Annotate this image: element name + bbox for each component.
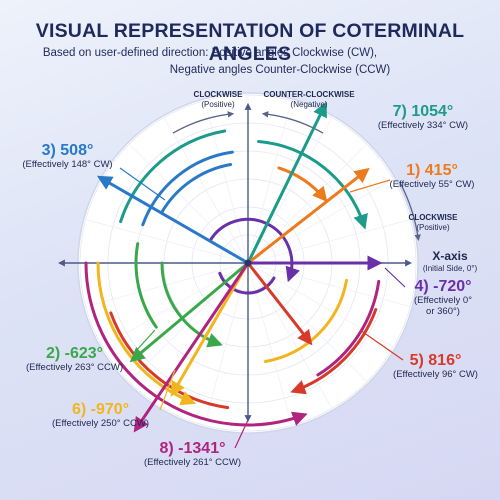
angle-2-label: 2) -623° (Effectively 263° CCW): [25, 345, 124, 374]
grid-spoke: [247, 115, 334, 264]
leader-angle-3: [119, 167, 166, 201]
rotation-arc-angle-2: [160, 261, 223, 348]
terminal-side-angle-3: [96, 175, 250, 265]
leader-angle-6: [159, 369, 176, 411]
angle-8-label: 8) -1341° (Effectively 261° CCW): [143, 440, 242, 469]
rotation-arc-angle-7: [257, 140, 368, 230]
rotation-arc-angle-6: [263, 278, 348, 363]
grid-spoke: [127, 142, 249, 264]
rotation-arc-angle-7: [119, 129, 227, 224]
rotation-arc-angle-3: [141, 150, 234, 227]
counter-clockwise-direction-arrow-top: [261, 111, 324, 134]
leader-angle-5: [359, 329, 404, 361]
rotation-arc-angle-2: [134, 242, 158, 329]
grid-spoke: [247, 262, 369, 384]
grid-spoke: [247, 177, 396, 264]
terminal-side-angle-7: [246, 101, 327, 265]
grid-spoke: [162, 115, 249, 264]
terminal-side-angle-8: [133, 261, 250, 433]
x-axis-label: X-axis (Initial Side, 0°): [422, 249, 478, 273]
grid-spoke: [203, 262, 249, 428]
terminal-side-angle-6: [170, 261, 250, 397]
rotation-arc-angle-8: [316, 279, 381, 377]
clockwise-direction-arrow-top: [172, 111, 235, 134]
rotation-arc-angle-5: [109, 311, 230, 410]
angle-3-label: 3) 508° (Effectively 148° CW): [22, 142, 113, 171]
leader-angle-2: [134, 329, 156, 353]
rotation-arc-angle-5: [290, 308, 378, 395]
grid-spoke: [247, 262, 396, 349]
leader-angle-1: [349, 179, 391, 193]
subtitle-line-2: Negative angles Counter-Clockwise (CCW): [169, 64, 391, 76]
leader-angle-8: [234, 419, 249, 449]
leader-angle-4: [384, 267, 406, 288]
clockwise-right-label: CLOCKWISE (Positive): [408, 213, 458, 232]
rotation-arc-angle-3: [159, 163, 233, 215]
angle-6-label: 6) -970° (Effectively 250° CCW): [51, 401, 150, 430]
angle-7-label: 7) 1054° (Effectively 334° CW): [377, 103, 469, 132]
terminal-side-angle-2: [129, 261, 250, 363]
grid-spoke: [247, 262, 293, 428]
grid-spoke: [247, 262, 413, 308]
grid-spoke: [247, 218, 413, 264]
grid-spoke: [203, 98, 249, 264]
angle-4-label: 4) -720° (Effectively 0° or 360°): [413, 278, 472, 318]
rotation-arc-angle-1: [277, 166, 328, 203]
counter-clockwise-top-label: COUNTER-CLOCKWISE (Negative): [263, 90, 355, 109]
subtitle-line-1: Based on user-defined direction: Positiv…: [42, 47, 378, 59]
grid-spoke: [247, 142, 369, 264]
origin-point: [244, 259, 252, 267]
angle-5-label: 5) 816° (Effectively 96° CW): [393, 352, 478, 381]
grid-spoke: [247, 98, 293, 264]
clockwise-top-label: CLOCKWISE (Positive): [193, 90, 243, 109]
rotation-arc-angle-8: [84, 261, 308, 427]
page-title: VISUAL REPRESENTATION OF COTERMINAL ANGL…: [35, 20, 465, 65]
grid-spoke: [83, 218, 249, 264]
angle-1-label: 1) 415° (Effectively 55° CW): [389, 162, 475, 191]
clockwise-direction-arrow-right: [399, 181, 421, 242]
grid-spoke: [247, 262, 334, 411]
rotation-arc-angle-4: [218, 271, 276, 295]
terminal-side-angle-5: [246, 261, 313, 346]
terminal-side-angle-1: [246, 167, 370, 265]
